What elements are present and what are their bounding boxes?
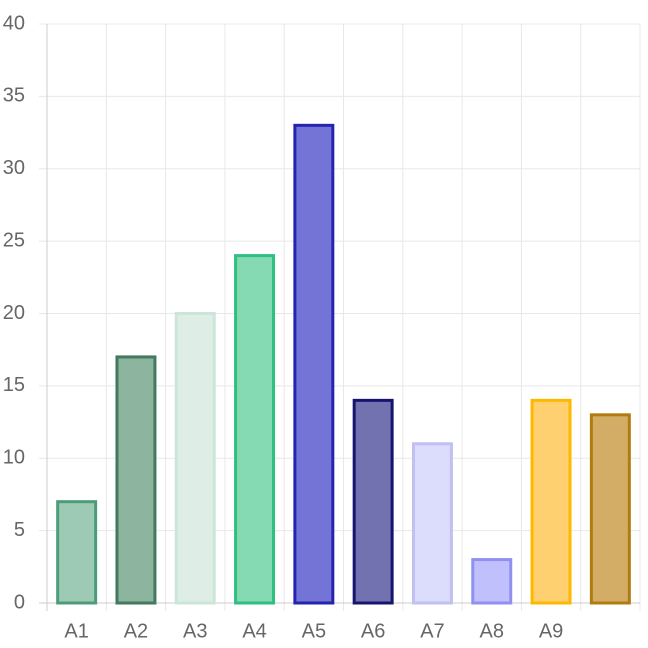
bar [56,500,98,605]
bar [411,442,453,605]
x-tick-label: A5 [302,620,326,642]
y-tick-label: 0 [14,591,25,613]
bar [471,558,513,605]
bar [530,398,572,605]
y-tick-label: 20 [3,302,25,324]
bar [293,123,335,605]
x-tick-label: A3 [183,620,207,642]
bar [115,355,157,605]
x-tick-label: A7 [420,620,444,642]
bar [174,312,216,605]
bar [352,398,394,605]
y-tick-label: 10 [3,447,25,469]
x-tick-label: A9 [539,620,563,642]
y-tick-label: 5 [14,519,25,541]
bar [234,254,276,605]
bar [589,413,631,605]
y-tick-label: 25 [3,229,25,251]
x-tick-label: A1 [64,620,88,642]
x-tick-label: A6 [361,620,385,642]
x-tick-label: A4 [242,620,266,642]
x-tick-label: A2 [124,620,148,642]
y-tick-label: 15 [3,374,25,396]
x-tick-label: A8 [480,620,504,642]
y-tick-label: 35 [3,85,25,107]
y-tick-label: 30 [3,157,25,179]
y-tick-label: 40 [3,12,25,34]
